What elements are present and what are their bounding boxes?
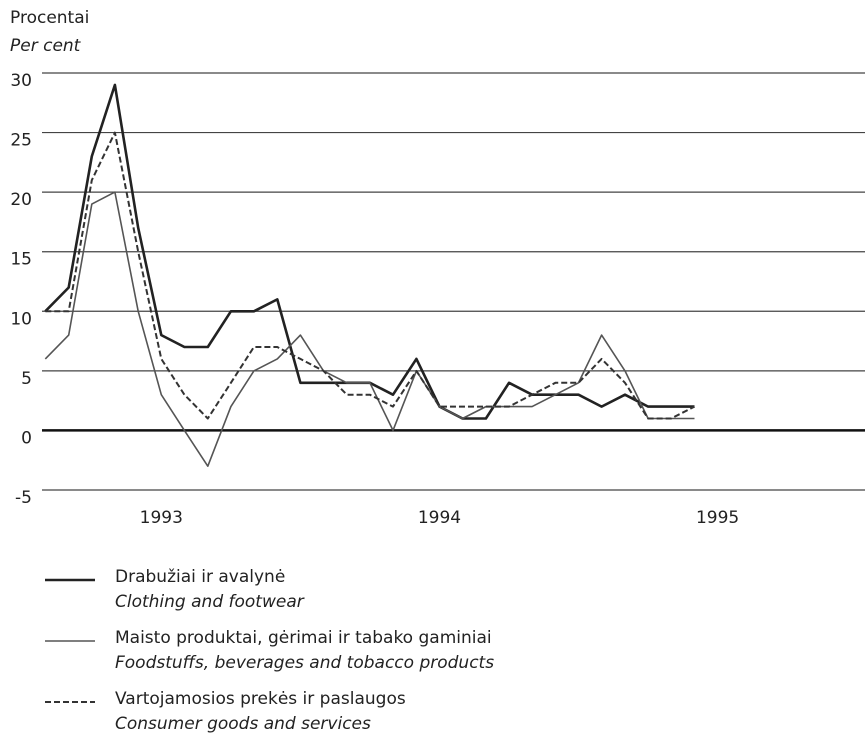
legend-label: Drabužiai ir avalynė bbox=[115, 567, 285, 587]
y-axis-label-en: Per cent bbox=[10, 36, 82, 56]
legend-label: Vartojamosios prekės ir paslaugos bbox=[115, 689, 406, 709]
y-tick-label: 10 bbox=[10, 309, 32, 329]
y-axis-label: Procentai bbox=[10, 8, 89, 28]
legend-label-en: Foodstuffs, beverages and tobacco produc… bbox=[115, 653, 494, 673]
y-tick-label: 20 bbox=[10, 190, 32, 210]
legend-label: Maisto produktai, gėrimai ir tabako gami… bbox=[115, 628, 492, 648]
y-tick-label: 15 bbox=[10, 250, 32, 270]
y-tick-label: 30 bbox=[10, 71, 32, 91]
legend-label-en: Clothing and footwear bbox=[115, 592, 305, 612]
legend-label-en: Consumer goods and services bbox=[115, 714, 371, 734]
y-tick-label: 5 bbox=[21, 369, 32, 389]
y-tick-label: 0 bbox=[21, 428, 32, 448]
x-tick-label: 1995 bbox=[696, 508, 739, 528]
x-tick-label: 1994 bbox=[418, 508, 461, 528]
series-line bbox=[44, 191, 695, 467]
x-tick-label: 1993 bbox=[140, 508, 183, 528]
y-tick-label: -5 bbox=[15, 488, 32, 508]
series-line bbox=[45, 131, 695, 420]
y-tick-label: 25 bbox=[10, 131, 32, 151]
